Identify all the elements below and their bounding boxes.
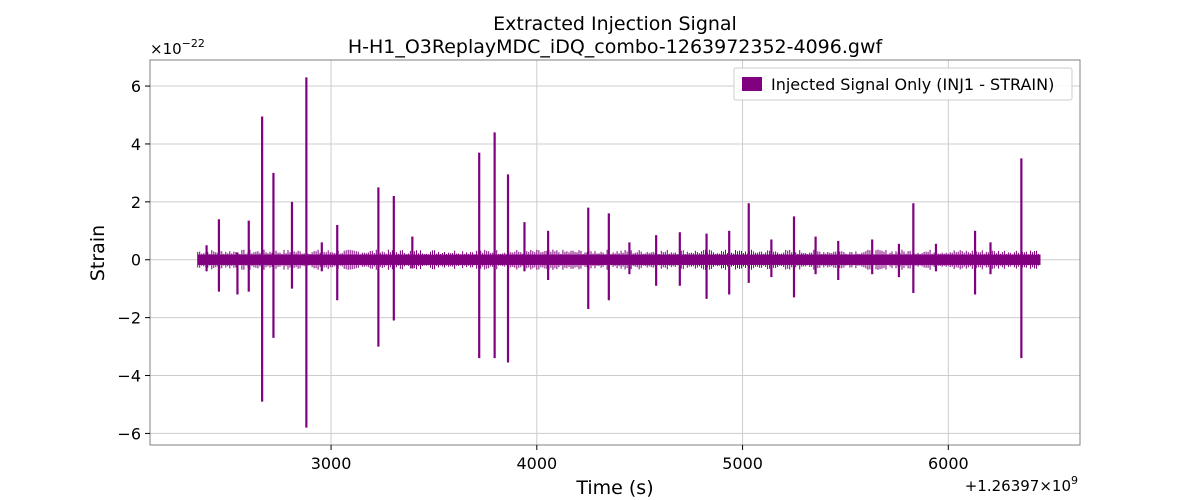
- y-tick-label: −2: [117, 309, 141, 328]
- legend-label: Injected Signal Only (INJ1 - STRAIN): [771, 75, 1054, 94]
- plot-frame: [149, 59, 1081, 446]
- plot-area: [197, 77, 1041, 428]
- x-tick-label: 4000: [516, 454, 557, 473]
- x-axis-label: Time (s): [575, 477, 653, 499]
- y-multiplier-base: ×10: [150, 40, 182, 58]
- chart-subtitle: H-H1_O3ReplayMDC_iDQ_combo-1263972352-40…: [348, 36, 884, 58]
- y-tick-label: 4: [131, 135, 141, 154]
- axis-ticks: 3000 4000 5000 6000 −6 −4 −2 0 2 4 6: [117, 77, 968, 473]
- y-axis-label: Strain: [87, 225, 109, 281]
- x-tick-label: 5000: [722, 454, 763, 473]
- y-tick-label: −4: [117, 367, 141, 386]
- y-tick-label: 6: [131, 77, 141, 96]
- legend: Injected Signal Only (INJ1 - STRAIN): [733, 67, 1073, 101]
- x-tick-label: 3000: [311, 454, 352, 473]
- x-offset-base: +1.26397×10: [965, 477, 1071, 495]
- legend-box: [733, 67, 1073, 101]
- y-multiplier-exp: −22: [182, 37, 205, 50]
- y-tick-label: 2: [131, 193, 141, 212]
- y-multiplier: ×10−22: [150, 37, 205, 58]
- grid-lines: [150, 60, 1080, 445]
- y-tick-label: 0: [131, 251, 141, 270]
- x-tick-label: 6000: [928, 454, 969, 473]
- y-tick-label: −6: [117, 424, 141, 443]
- x-offset: +1.26397×109: [965, 474, 1078, 495]
- x-offset-exp: 9: [1071, 474, 1078, 487]
- chart-title: Extracted Injection Signal: [493, 13, 737, 35]
- legend-swatch: [742, 77, 762, 91]
